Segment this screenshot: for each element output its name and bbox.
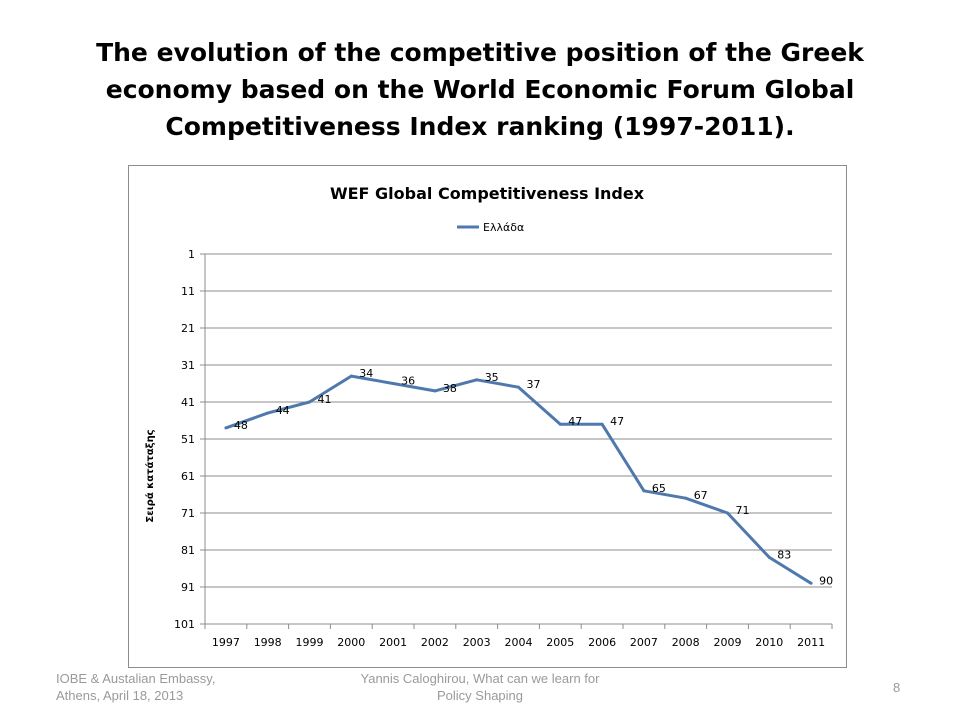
y-tick-label: 41 <box>181 396 195 409</box>
slide-title-line-3: Competitiveness Index ranking (1997-2011… <box>165 112 795 141</box>
x-tick-label: 2002 <box>421 636 449 649</box>
data-label: 44 <box>276 404 290 417</box>
y-tick-label: 61 <box>181 470 195 483</box>
x-tick-label: 2008 <box>672 636 700 649</box>
footer-left-line-2: Athens, April 18, 2013 <box>56 688 184 703</box>
data-label: 34 <box>359 367 373 380</box>
chart-frame: WEF Global Competitiveness Index Ελλάδα … <box>128 165 847 668</box>
data-label: 67 <box>694 489 708 502</box>
data-label: 65 <box>652 482 666 495</box>
data-point <box>266 411 270 415</box>
data-label: 47 <box>568 415 582 428</box>
data-label: 48 <box>234 419 248 432</box>
data-point <box>600 422 604 426</box>
footer-center-line-1: Yannis Caloghirou, What can we learn for <box>360 671 600 686</box>
y-tick-label: 101 <box>174 618 195 631</box>
data-label: 83 <box>777 548 791 561</box>
y-tick-label: 31 <box>181 359 195 372</box>
data-point <box>767 555 771 559</box>
x-tick-label: 2005 <box>546 636 574 649</box>
data-point <box>391 382 395 385</box>
x-tick-label: 2007 <box>630 636 658 649</box>
x-tick-label: 2011 <box>797 636 825 649</box>
data-label: 36 <box>401 375 415 388</box>
footer-left: IOBE & Austalian Embassy, Athens, April … <box>56 670 215 704</box>
x-tick-label: 2001 <box>379 636 407 649</box>
x-tick-label: 2009 <box>714 636 742 649</box>
data-label: 35 <box>485 371 499 384</box>
series-ellada <box>224 374 813 585</box>
data-label: 71 <box>736 504 750 517</box>
y-axis-label: Σειρά κατάταξης <box>144 429 156 522</box>
data-point <box>433 389 437 393</box>
page-number: 8 <box>893 680 901 695</box>
slide-title-line-2: economy based on the World Economic Foru… <box>105 75 855 104</box>
data-point <box>517 385 520 389</box>
data-point <box>224 426 228 430</box>
data-point <box>642 489 646 493</box>
slide-title-line-1: The evolution of the competitive positio… <box>96 38 864 67</box>
data-point <box>308 400 311 404</box>
data-point <box>684 496 688 500</box>
footer-center: Yannis Caloghirou, What can we learn for… <box>330 670 630 704</box>
y-tick-label: 51 <box>181 433 195 446</box>
y-tick-label: 1 <box>188 248 195 261</box>
slide-title: The evolution of the competitive positio… <box>90 34 870 145</box>
data-label: 41 <box>318 393 332 406</box>
y-tick-label: 21 <box>181 322 195 335</box>
x-tick-label: 1998 <box>254 636 282 649</box>
y-tick-label: 81 <box>181 544 195 557</box>
y-tick-label: 11 <box>181 285 195 298</box>
gridlines <box>200 253 832 625</box>
y-tick-label: 71 <box>181 507 195 520</box>
legend: Ελλάδα <box>457 221 524 234</box>
legend-label: Ελλάδα <box>483 221 524 234</box>
data-point <box>475 378 479 382</box>
data-point <box>558 422 562 426</box>
x-axis-ticks: 1997 1998 1999 2000 2001 2002 2003 2004 2005 2006… <box>204 624 833 649</box>
data-label: 90 <box>819 574 833 587</box>
x-tick-label: 2004 <box>505 636 533 649</box>
series-line <box>225 374 812 585</box>
footer-left-line-1: IOBE & Austalian Embassy, <box>56 671 216 686</box>
x-tick-label: 1999 <box>296 636 324 649</box>
data-label: 37 <box>527 378 541 391</box>
x-tick-label: 2003 <box>463 636 491 649</box>
footer-center-line-2: Policy Shaping <box>437 688 523 703</box>
y-tick-label: 91 <box>181 581 195 594</box>
chart-title: WEF Global Competitiveness Index <box>330 184 645 203</box>
x-tick-label: 1997 <box>212 636 240 649</box>
x-tick-label: 2010 <box>755 636 783 649</box>
data-point <box>349 374 353 378</box>
x-tick-label: 2006 <box>588 636 616 649</box>
data-point <box>809 581 813 585</box>
data-labels: 48 44 41 34 36 38 35 37 47 47 65 67 71 83 90 <box>234 367 833 587</box>
data-point <box>726 511 729 515</box>
data-label: 47 <box>610 415 624 428</box>
x-tick-label: 2000 <box>337 636 365 649</box>
data-label: 38 <box>443 382 457 395</box>
line-chart: WEF Global Competitiveness Index Ελλάδα … <box>144 184 833 649</box>
